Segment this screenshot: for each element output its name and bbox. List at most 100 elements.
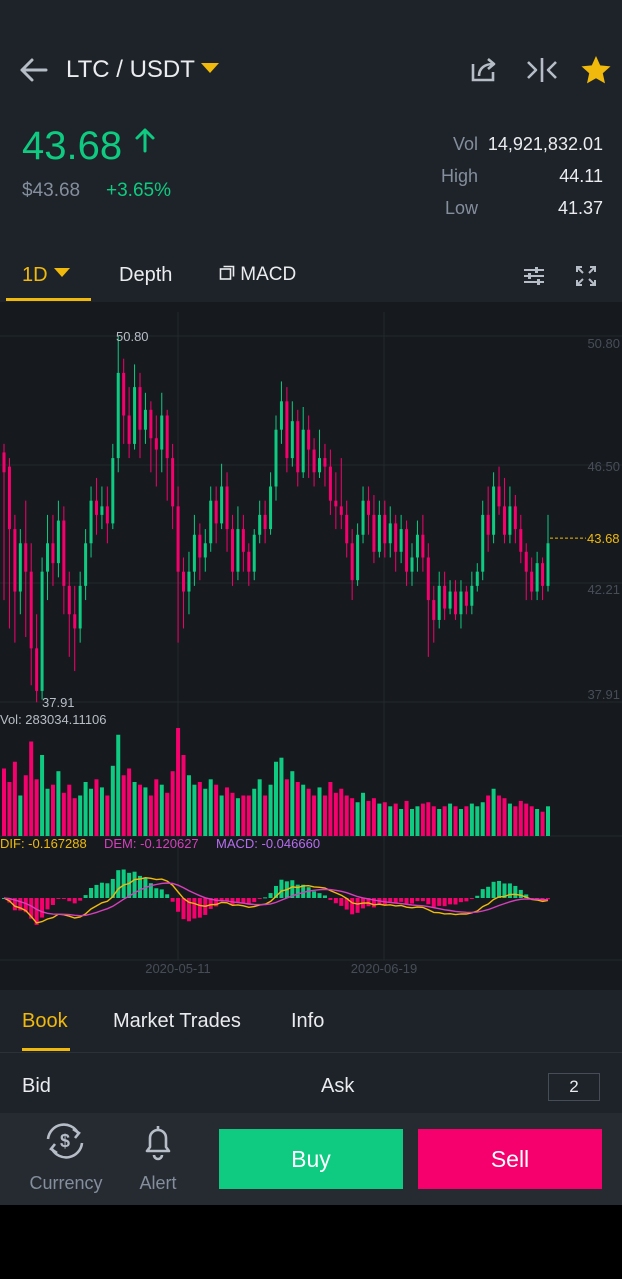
order-book-header: Bid Ask 2 (0, 1053, 622, 1113)
macd-histogram-bar (453, 898, 458, 905)
macd-histogram-bar (176, 898, 181, 912)
candle-body (312, 449, 316, 473)
volume-bar (268, 784, 273, 836)
macd-histogram-bar (507, 883, 512, 898)
volume-bar (154, 779, 159, 836)
bell-icon[interactable] (133, 1121, 183, 1161)
star-icon[interactable] (576, 52, 616, 88)
price-axis-tick: 37.91 (587, 687, 620, 702)
volume-bar (78, 795, 83, 836)
candle-body (225, 486, 229, 530)
volume-bar (50, 784, 55, 836)
macd-histogram-bar (502, 883, 507, 898)
price-axis-tick: 46.50 (587, 459, 620, 474)
caret-down-icon (200, 62, 219, 73)
candle-body (73, 614, 77, 629)
volume-bar (165, 792, 170, 836)
interval-selector[interactable]: 1D (22, 264, 70, 287)
compare-icon[interactable] (522, 52, 562, 88)
volume-bar (159, 784, 164, 836)
macd-histogram-bar (225, 898, 230, 902)
chart-labels: 50.80 46.50 42.21 37.91 50.80 37.91 43.68 Vol: … (0, 329, 620, 976)
volume-bar (361, 792, 366, 836)
interval-tab-underline (6, 298, 91, 301)
macd-histogram-bar (518, 889, 523, 898)
candle-body (51, 543, 55, 564)
book-precision-selector[interactable]: 2 (548, 1073, 600, 1101)
indicator-selector[interactable]: MACD (219, 264, 296, 286)
candle-body (116, 372, 120, 459)
volume-bar (225, 787, 230, 836)
candle-body (432, 600, 436, 620)
high-value: 44.11 (559, 166, 603, 186)
volume-bar (99, 787, 104, 836)
tab-book[interactable]: Book (22, 1010, 68, 1032)
volume-bar (56, 771, 61, 836)
macd-histogram-bar (306, 887, 311, 898)
last-price-tag: 43.68 (587, 531, 620, 546)
macd-histogram-bar (29, 898, 34, 919)
buy-button[interactable]: Buy (219, 1129, 403, 1189)
candle-body (290, 421, 294, 459)
candle-body (350, 543, 354, 581)
volume-bar (442, 806, 447, 836)
macd-histogram-bar (415, 898, 420, 902)
macd-histogram-bar (333, 898, 338, 904)
currency-label[interactable]: Currency (29, 1173, 103, 1193)
candle-body (541, 563, 545, 586)
indicator-label: MACD (240, 264, 297, 285)
macd-histogram-bar (110, 878, 115, 898)
candle-body (508, 506, 512, 535)
volume-bar (393, 803, 398, 836)
macd-histogram-bar (67, 898, 72, 902)
macd-histogram-bar (524, 894, 529, 898)
candlestick-chart[interactable]: 50.80 46.50 42.21 37.91 50.80 37.91 43.68 Vol: … (0, 302, 622, 990)
tab-info[interactable]: Info (291, 1010, 325, 1032)
settings-sliders-icon[interactable] (520, 262, 548, 290)
volume-bar (475, 806, 480, 836)
macd-histogram-bar (355, 898, 360, 913)
candle-body (198, 534, 202, 558)
volume-bar (235, 798, 240, 836)
volume-bar (410, 809, 414, 836)
macd-histogram-bar (274, 885, 278, 898)
svg-text:$: $ (60, 1131, 70, 1151)
back-arrow-icon[interactable] (14, 52, 54, 88)
volume-bar (518, 800, 523, 836)
currency-exchange-icon[interactable]: $ (40, 1121, 90, 1161)
low-label: Low (444, 198, 478, 218)
alert-label[interactable]: Alert (139, 1173, 177, 1193)
candle-body (111, 458, 115, 524)
macd-histogram-bar (34, 898, 39, 925)
volume-label: Vol (452, 134, 478, 154)
macd-histogram-bar (442, 898, 447, 907)
share-icon[interactable] (463, 52, 503, 88)
sell-button[interactable]: Sell (418, 1129, 602, 1189)
volume-bar (89, 788, 94, 836)
volume-bar (94, 779, 99, 836)
macd-histogram-bar (186, 898, 191, 922)
candle-body (35, 648, 39, 691)
volume-bar (546, 806, 550, 836)
volume-bar (208, 779, 213, 836)
volume-bar (121, 775, 126, 836)
candle-body (236, 529, 240, 572)
candle-body (421, 534, 425, 558)
bottom-action-bar: $ Currency Alert Buy Sell (0, 1113, 622, 1205)
macd-histogram-bar (159, 889, 164, 898)
macd-histogram-bar (192, 898, 197, 919)
trading-pair-selector[interactable]: LTC / USDT (66, 56, 219, 84)
candle-body (29, 571, 33, 649)
candle-body (203, 543, 207, 558)
fullscreen-icon[interactable] (572, 262, 600, 290)
volume-bar (143, 787, 148, 836)
tab-market-trades[interactable]: Market Trades (113, 1010, 241, 1032)
volume-bar (110, 765, 115, 836)
candle-body (513, 506, 517, 530)
volume-bar (127, 768, 132, 836)
tab-depth[interactable]: Depth (119, 264, 173, 286)
macd-histogram-bar (94, 884, 99, 898)
candle-body (307, 429, 311, 450)
candle-body (89, 500, 93, 544)
macd-histogram-bar (426, 898, 431, 905)
